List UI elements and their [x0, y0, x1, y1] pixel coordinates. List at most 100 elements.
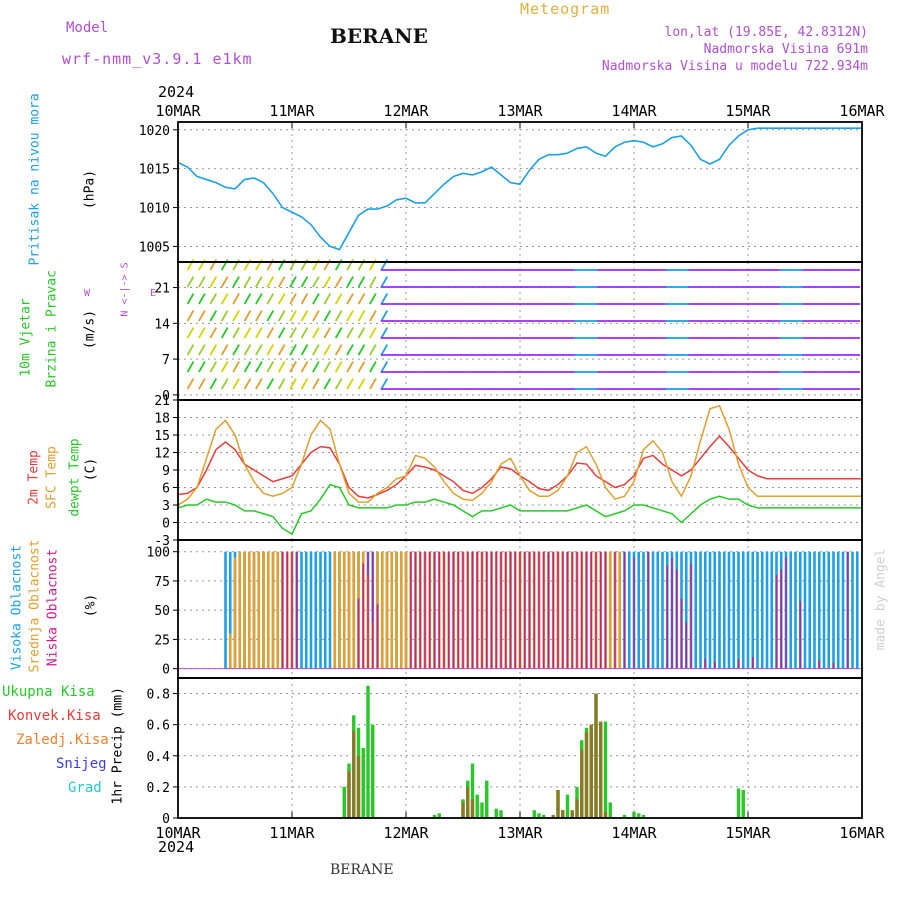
wind-barb: [198, 310, 206, 322]
precip-bar: [736, 788, 741, 818]
precip-bar: [542, 814, 546, 818]
wind-barb: [300, 327, 309, 339]
wind-barb: [323, 293, 332, 305]
wind-barb: [220, 344, 229, 356]
wind-barb: [357, 276, 366, 288]
precip-legend-item: Zaledj.Kisa: [16, 732, 109, 748]
y-tick-label-precip: 0.8: [147, 688, 170, 703]
precip-bar: [584, 732, 589, 818]
precip-bar: [366, 685, 370, 818]
model-name: wrf-nmm_v3.9.1 e1km: [62, 50, 253, 68]
wind-barb: [243, 361, 252, 373]
wind-barb: [277, 361, 286, 373]
wind-barb: [334, 293, 343, 305]
wind-barb: [300, 293, 309, 305]
wind-barb: [243, 310, 252, 322]
precip-bar: [561, 810, 565, 818]
wind-barb: [209, 378, 218, 390]
precip-bar: [347, 771, 351, 818]
wind-barb: [300, 378, 309, 390]
precip-bar: [475, 794, 479, 818]
precip-legend-item: Konvek.Kisa: [8, 708, 101, 724]
wind-barb: [369, 361, 377, 373]
y-tick-label-cloud: 0: [162, 663, 170, 678]
wind-barb: [232, 310, 240, 322]
y-tick-label-temp: 3: [162, 499, 170, 514]
y-tick-label-precip: 0.4: [147, 750, 171, 765]
model-label: Model: [66, 20, 109, 36]
wind-barb: [380, 293, 389, 305]
y-tick-label-temp: 6: [162, 482, 170, 497]
time-label-bottom: 13MAR: [497, 824, 543, 842]
precip-bar: [356, 755, 361, 818]
wind-barb: [243, 327, 252, 339]
wind-barb: [289, 310, 297, 322]
wind-barb: [323, 378, 332, 390]
wind-barb: [255, 361, 263, 373]
wind-barb: [232, 327, 240, 339]
wind-barb: [289, 361, 297, 373]
wind-barb: [380, 378, 389, 390]
wind-barb: [334, 310, 343, 322]
y-tick-label-pressure: 1005: [139, 240, 170, 255]
wind-barb: [277, 378, 286, 390]
wind-barb: [334, 378, 343, 390]
precip-bar: [432, 814, 437, 818]
wind-barb: [312, 327, 320, 339]
wind-barb: [346, 276, 354, 288]
panel-frame-pressure: [177, 121, 863, 263]
wind-barb: [266, 327, 275, 339]
y-tick-label-cloud: 100: [147, 546, 170, 561]
wind-barb: [255, 293, 263, 305]
wind-barb: [380, 276, 389, 288]
y-tick-label-precip: 0.2: [147, 781, 170, 796]
precip-bar: [371, 724, 375, 818]
panel-frame-precip: [177, 677, 863, 819]
y-tick-label-wind: 21: [154, 282, 170, 297]
time-label-top: 13MAR: [497, 102, 543, 120]
wind-barb: [209, 361, 218, 373]
wind-barb: [186, 344, 195, 356]
wind-barb: [209, 344, 218, 356]
pressure-line: [177, 127, 862, 251]
wind-barb: [209, 327, 218, 339]
wind-barb: [186, 327, 195, 339]
y-tick-label-wind: 14: [154, 317, 170, 332]
precip-bar: [622, 814, 627, 818]
precip-bar: [461, 802, 465, 818]
wind-barb: [220, 310, 229, 322]
precip-bar: [494, 808, 498, 818]
precip-bar: [637, 813, 641, 818]
wind-barb: [346, 293, 354, 305]
time-label-bottom: 11MAR: [269, 824, 315, 842]
time-label-bottom: 12MAR: [383, 824, 429, 842]
wind-barb: [346, 310, 354, 322]
wind-barb: [289, 327, 297, 339]
time-label-top: 15MAR: [725, 102, 771, 120]
wind-barb: [334, 344, 343, 356]
wind-barb: [323, 327, 332, 339]
wind-barb: [255, 344, 263, 356]
wind-barb: [266, 378, 275, 390]
time-label-bottom: 15MAR: [725, 824, 771, 842]
wind-barb: [369, 310, 377, 322]
precip-bar: [342, 786, 346, 818]
wind-barb: [289, 344, 297, 356]
precip-bar: [551, 814, 555, 818]
time-label-top: 12MAR: [383, 102, 429, 120]
precip-bar: [470, 763, 475, 818]
wind-barb: [220, 378, 229, 390]
wind-barb: [346, 344, 354, 356]
wind-barb: [357, 378, 366, 390]
precip-bar: [437, 813, 441, 818]
wind-barb: [277, 310, 286, 322]
wind-barb: [380, 344, 389, 356]
precip-bar: [608, 802, 612, 818]
precip-legend-item: Grad: [68, 780, 102, 796]
wind-barb: [312, 310, 320, 322]
elevation-label: Nadmorska Visina 691m: [703, 42, 868, 57]
y-tick-label-wind: 7: [162, 353, 170, 368]
precip-bar: [361, 748, 365, 818]
